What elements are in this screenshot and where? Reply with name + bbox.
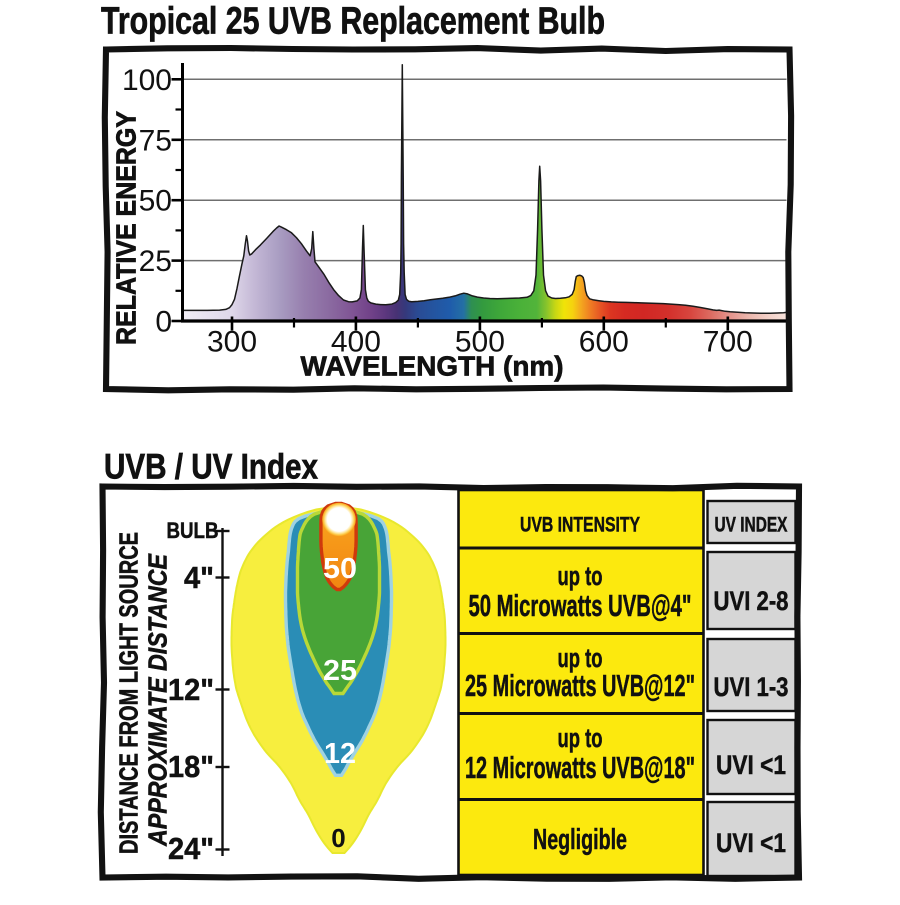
svg-text:UVB INTENSITY: UVB INTENSITY <box>520 513 640 537</box>
svg-text:up to: up to <box>558 643 603 673</box>
svg-text:Tropical 25 UVB Replacement Bu: Tropical 25 UVB Replacement Bulb <box>101 1 605 43</box>
svg-text:WAVELENGTH (nm): WAVELENGTH (nm) <box>301 351 564 382</box>
svg-text:600: 600 <box>579 326 629 359</box>
svg-text:BULB: BULB <box>167 518 219 543</box>
svg-text:UVI <1: UVI <1 <box>716 828 786 858</box>
svg-text:DISTANCE FROM LIGHT SOURCE: DISTANCE FROM LIGHT SOURCE <box>114 532 144 854</box>
svg-text:up to: up to <box>558 723 603 753</box>
svg-text:100: 100 <box>122 64 172 97</box>
svg-text:50: 50 <box>323 553 357 585</box>
svg-text:24": 24" <box>168 831 214 866</box>
svg-text:25: 25 <box>139 245 172 278</box>
svg-text:UV INDEX: UV INDEX <box>715 513 788 537</box>
svg-text:18": 18" <box>168 749 214 784</box>
svg-text:25: 25 <box>323 655 357 687</box>
svg-text:12: 12 <box>324 738 356 770</box>
svg-text:50 Microwatts UVB@4": 50 Microwatts UVB@4" <box>469 588 692 623</box>
svg-text:RELATIVE ENERGY: RELATIVE ENERGY <box>111 111 142 345</box>
svg-text:400: 400 <box>331 326 381 359</box>
svg-text:50: 50 <box>139 185 172 218</box>
svg-text:75: 75 <box>139 124 172 157</box>
svg-text:4": 4" <box>184 560 214 595</box>
svg-text:up to: up to <box>558 561 603 591</box>
svg-text:25 Microwatts UVB@12": 25 Microwatts UVB@12" <box>465 668 695 703</box>
svg-text:300: 300 <box>207 326 257 359</box>
svg-text:500: 500 <box>455 326 505 359</box>
svg-text:Negligible: Negligible <box>533 824 627 856</box>
svg-text:UVI 2-8: UVI 2-8 <box>714 586 789 616</box>
svg-text:12": 12" <box>168 672 214 707</box>
svg-text:700: 700 <box>703 326 753 359</box>
svg-text:UVI 1-3: UVI 1-3 <box>714 672 789 702</box>
svg-text:UVB / UV Index: UVB / UV Index <box>104 448 318 487</box>
svg-text:UVI <1: UVI <1 <box>716 750 786 780</box>
svg-text:12 Microwatts UVB@18": 12 Microwatts UVB@18" <box>465 750 695 785</box>
svg-text:0: 0 <box>155 306 172 339</box>
svg-text:APPROXIMATE DISTANCE: APPROXIMATE DISTANCE <box>143 553 173 846</box>
svg-text:0: 0 <box>331 823 345 853</box>
